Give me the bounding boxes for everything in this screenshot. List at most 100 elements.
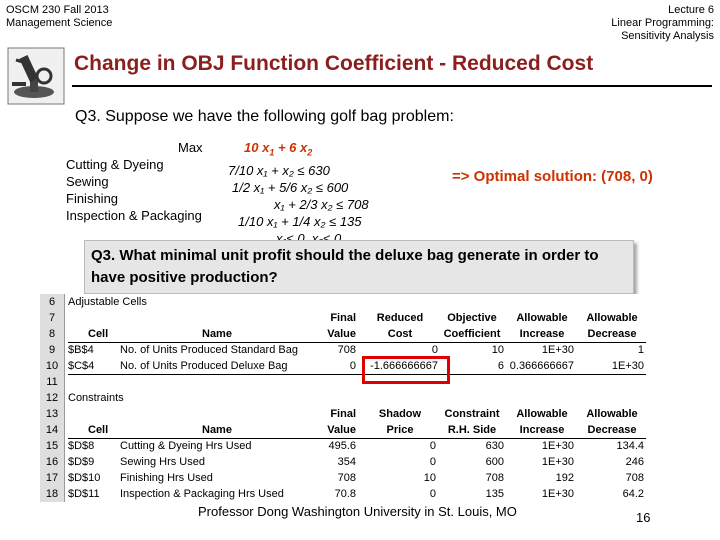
con-name: Inspection & Packaging Hrs Used — [120, 488, 284, 500]
con-header-value: Value — [327, 424, 356, 436]
microscope-icon — [7, 47, 65, 105]
optimal-solution: => Optimal solution: (708, 0) — [452, 168, 653, 185]
label-sewing: Sewing — [66, 174, 109, 189]
adj-header-name: Name — [202, 328, 232, 340]
row-number: 7 — [48, 312, 56, 324]
row-number-column: 6 7 8 9 10 11 12 13 14 15 16 17 18 — [40, 294, 65, 502]
adj-header-divider — [68, 342, 646, 343]
con-shadow-price: 0 — [429, 440, 436, 452]
row-number: 13 — [45, 408, 59, 420]
objective-var-2: x — [296, 140, 308, 155]
con-final-value: 495.6 — [328, 440, 356, 452]
con-header-increase: Increase — [519, 424, 565, 436]
objective-function: 10 x1 + 6 x2 — [228, 139, 388, 162]
con-header-name: Name — [202, 424, 232, 436]
lecture-number: Lecture 6 — [668, 4, 714, 16]
label-finishing: Finishing — [66, 191, 119, 206]
slide-title: Change in OBJ Function Coefficient - Red… — [74, 52, 594, 75]
adj-reduced-cost: -1.666666667 — [370, 360, 438, 372]
row-number: 17 — [45, 472, 59, 484]
constraint-inspection: 1/10 x₁ + 1/4 x₂ ≤ 135 — [238, 213, 362, 229]
adjustable-cells-title: Adjustable Cells — [68, 296, 147, 308]
con-final-value: 70.8 — [334, 488, 356, 500]
con-rhs: 600 — [485, 456, 504, 468]
constraint-finishing: x₁ + 2/3 x₂ ≤ 708 — [274, 196, 369, 212]
adj-header-objective: Objective — [447, 312, 497, 324]
adj-header-decrease: Decrease — [587, 328, 637, 340]
con-allow-dec: 134.4 — [616, 440, 644, 452]
con-cell: $D$10 — [68, 472, 101, 484]
adj-header-coefficient: Coefficient — [443, 328, 501, 340]
con-shadow-price: 10 — [423, 472, 436, 484]
row-number: 18 — [45, 488, 59, 500]
question-box: Q3. What minimal unit profit should the … — [84, 240, 634, 294]
con-cell: $D$9 — [68, 456, 95, 468]
constraints-title: Constraints — [68, 392, 124, 404]
adj-name: No. of Units Produced Deluxe Bag — [120, 360, 288, 372]
label-inspection: Inspection & Packaging — [66, 208, 202, 223]
con-header-constraint: Constraint — [444, 408, 500, 420]
adj-bottom-divider — [68, 374, 646, 375]
adj-allow-dec: 1 — [637, 344, 644, 356]
lecture-topic-1: Linear Programming: — [611, 17, 714, 29]
adj-header-final: Final — [330, 312, 356, 324]
objective-plus: + — [274, 140, 290, 155]
con-header-allow-inc: Allowable — [516, 408, 568, 420]
title-divider — [72, 85, 712, 87]
con-name: Finishing Hrs Used — [120, 472, 213, 484]
row-number: 11 — [46, 376, 58, 388]
adj-header-cost: Cost — [387, 328, 413, 340]
row-number: 10 — [45, 360, 59, 372]
adj-allow-dec: 1E+30 — [611, 360, 644, 372]
objective-coef-2: 6 — [289, 140, 297, 155]
adj-objective-coef: 6 — [497, 360, 504, 372]
question-text: Q3. What minimal unit profit should the … — [91, 247, 599, 286]
adj-header-reduced: Reduced — [376, 312, 424, 324]
con-allow-inc: 1E+30 — [541, 488, 574, 500]
con-name: Cutting & Dyeing Hrs Used — [120, 440, 252, 452]
row-number: 9 — [48, 344, 56, 356]
adj-name: No. of Units Produced Standard Bag — [120, 344, 298, 356]
con-header-price: Price — [386, 424, 414, 436]
con-allow-dec: 64.2 — [622, 488, 644, 500]
con-header-cell: Cell — [88, 424, 109, 436]
adj-header-value: Value — [327, 328, 356, 340]
adj-allow-inc: 0.366666667 — [509, 360, 574, 372]
con-final-value: 354 — [337, 456, 356, 468]
label-max: Max — [178, 140, 203, 155]
con-header-final: Final — [330, 408, 356, 420]
course-name: OSCM 230 Fall 2013 — [6, 4, 109, 16]
con-header-shadow: Shadow — [378, 408, 422, 420]
con-rhs: 630 — [485, 440, 504, 452]
row-number: 8 — [48, 328, 56, 340]
con-shadow-price: 0 — [429, 488, 436, 500]
con-allow-dec: 708 — [625, 472, 644, 484]
reduced-cost-highlight — [362, 356, 450, 384]
adj-cell: $B$4 — [68, 344, 94, 356]
course-subtitle: Management Science — [6, 17, 113, 29]
adj-header-allow-dec: Allowable — [586, 312, 638, 324]
adj-cell: $C$4 — [68, 360, 95, 372]
con-allow-inc: 192 — [555, 472, 574, 484]
row-number: 15 — [45, 440, 59, 452]
course-header: OSCM 230 Fall 2013 Management Science — [6, 4, 112, 30]
model-equations: 10 x1 + 6 x2 7/10 x₁ + x₂ ≤ 630 1/2 x₁ +… — [228, 139, 388, 247]
page-number: 16 — [636, 510, 651, 525]
con-header-allow-dec: Allowable — [586, 408, 638, 420]
con-allow-inc: 1E+30 — [541, 440, 574, 452]
con-allow-dec: 246 — [625, 456, 644, 468]
adj-final-value: 0 — [349, 360, 356, 372]
con-shadow-price: 0 — [429, 456, 436, 468]
objective-coef-1: 10 — [244, 140, 259, 155]
con-cell: $D$8 — [68, 440, 95, 452]
label-cutting: Cutting & Dyeing — [66, 157, 164, 172]
con-allow-inc: 1E+30 — [541, 456, 574, 468]
adj-reduced-cost: 0 — [431, 344, 438, 356]
lecture-header: Lecture 6 Linear Programming: Sensitivit… — [611, 4, 714, 43]
con-name: Sewing Hrs Used — [120, 456, 205, 468]
con-final-value: 708 — [337, 472, 356, 484]
adj-header-allow-inc: Allowable — [516, 312, 568, 324]
con-header-decrease: Decrease — [587, 424, 637, 436]
constraint-cutting: 7/10 x₁ + x₂ ≤ 630 — [228, 162, 330, 178]
adj-header-increase: Increase — [519, 328, 565, 340]
